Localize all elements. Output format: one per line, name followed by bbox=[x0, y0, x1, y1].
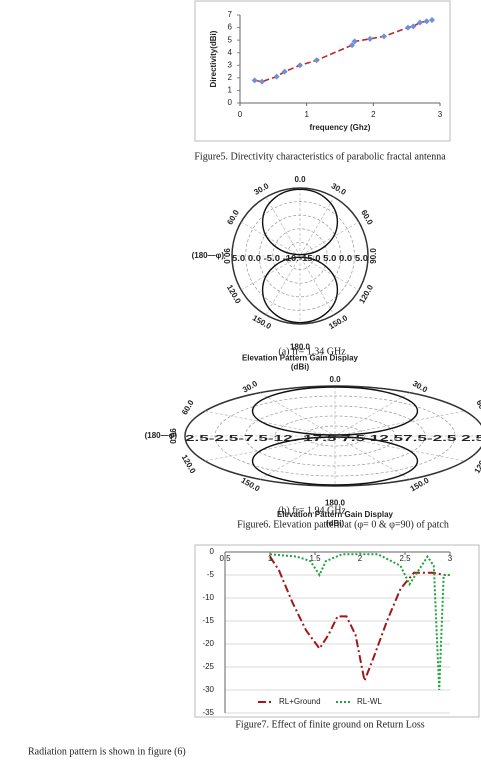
marker bbox=[429, 17, 435, 24]
subfigure-caption: (b) fr= 1.94 GHz bbox=[278, 505, 346, 516]
side-label: (180—φ) bbox=[145, 431, 178, 440]
marker bbox=[259, 78, 265, 85]
y-tick-label: 3 bbox=[228, 60, 233, 69]
pattern-lobe bbox=[261, 256, 339, 324]
x-tick-label: 2 bbox=[358, 554, 363, 563]
figure-frame bbox=[194, 544, 480, 718]
pattern-lobe bbox=[251, 386, 419, 436]
plot-unit: (dBi) bbox=[326, 519, 345, 528]
series-line bbox=[254, 19, 433, 83]
figure-caption: Figure7. Effect of finite ground on Retu… bbox=[235, 719, 424, 730]
angle-label: 150.0 bbox=[327, 313, 349, 331]
figure-caption: Figure5. Directivity characteristics of … bbox=[194, 151, 446, 162]
y-tick-label: -20 bbox=[202, 639, 214, 648]
angle-label-mirror: 90.0 bbox=[168, 428, 177, 444]
legend-label: RL+Ground bbox=[279, 697, 321, 706]
marker bbox=[410, 23, 417, 30]
angle-label-mirror: 120.0 bbox=[180, 453, 198, 475]
x-tick-label: 1 bbox=[304, 110, 309, 119]
y-tick-label: 6 bbox=[228, 23, 233, 32]
marker bbox=[281, 68, 288, 75]
angle-label: 30.0 bbox=[330, 181, 348, 197]
side-label: (180—φ) bbox=[192, 251, 225, 260]
angle-label: 180.0 bbox=[290, 343, 311, 352]
plot-title: Elevation Pattern Gain Display bbox=[242, 354, 359, 363]
y-tick-label: 4 bbox=[228, 48, 233, 57]
angle-label: 60.0 bbox=[359, 208, 375, 226]
x-tick-label: 0 bbox=[238, 110, 243, 119]
pattern-lobe bbox=[251, 436, 419, 486]
y-tick-label: 1 bbox=[228, 86, 233, 95]
marker bbox=[381, 33, 387, 40]
legend-label: RL-WL bbox=[357, 697, 382, 706]
angle-label-mirror: 30.0 bbox=[252, 181, 270, 197]
y-tick-label: 5 bbox=[228, 35, 233, 44]
angle-label: 150.0 bbox=[409, 475, 431, 493]
x-tick-label: 2.5 bbox=[399, 554, 411, 563]
scale-label: 5.0 0.0 -5.0 -10.-15.0 5.0 0.0 5.0 bbox=[232, 254, 369, 263]
angle-label-mirror: 150.0 bbox=[251, 313, 273, 331]
marker bbox=[273, 73, 280, 80]
y-tick-label: 2 bbox=[228, 73, 233, 82]
marker bbox=[367, 35, 373, 42]
angle-label: 120.0 bbox=[357, 283, 375, 305]
y-tick-label: -15 bbox=[202, 616, 214, 625]
pattern-lobe bbox=[261, 188, 339, 256]
y-tick-label: 0 bbox=[210, 547, 215, 556]
marker bbox=[313, 57, 320, 64]
marker bbox=[297, 62, 303, 69]
angle-label-mirror: 90.0 bbox=[222, 248, 231, 264]
angle-label-mirror: 30.0 bbox=[241, 379, 259, 395]
polar-spoke bbox=[265, 196, 335, 316]
body-text: Radiation pattern is shown in figure (6) bbox=[28, 746, 186, 757]
x-axis-label: frequency (Ghz) bbox=[310, 123, 371, 132]
angle-label: 60.0 bbox=[474, 399, 481, 417]
polar-plot: 0.00.030.030.060.060.090.090.0120.0120.0… bbox=[192, 175, 378, 372]
angle-label: 0.0 bbox=[294, 175, 306, 184]
marker bbox=[351, 38, 358, 45]
scale-label: 2.5-2.5-7.5-12.-17.5 7.5 12.57.5-2.5 2.5 bbox=[185, 434, 481, 443]
plot-unit: (dBi) bbox=[291, 363, 310, 372]
y-tick-label: -10 bbox=[202, 593, 214, 602]
x-tick-label: 3 bbox=[448, 554, 453, 563]
x-tick-label: 3 bbox=[438, 110, 443, 119]
figure-caption: Figure6. Elevation pattern at (φ= 0 & φ=… bbox=[237, 519, 449, 530]
marker bbox=[417, 19, 423, 26]
x-tick-label: 0.5 bbox=[219, 554, 231, 563]
angle-label: 90.0 bbox=[369, 248, 378, 264]
y-tick-label: -30 bbox=[202, 685, 214, 694]
marker bbox=[251, 77, 258, 84]
angle-label: 180.0 bbox=[325, 498, 346, 507]
x-tick-label: 2 bbox=[371, 110, 376, 119]
angle-label: 120.0 bbox=[473, 453, 481, 475]
marker bbox=[349, 42, 355, 49]
y-axis-label: Directivity(dBi) bbox=[209, 30, 218, 87]
y-tick-label: -35 bbox=[202, 708, 214, 717]
angle-label: 30.0 bbox=[411, 379, 429, 395]
y-tick-label: 7 bbox=[228, 10, 233, 19]
subfigure-caption: (a) fr= 1.34 GHz bbox=[278, 346, 346, 357]
polar-spoke bbox=[240, 221, 360, 291]
marker bbox=[405, 24, 411, 31]
angle-label: 0.0 bbox=[329, 375, 341, 384]
angle-label-mirror: 60.0 bbox=[225, 208, 241, 226]
marker bbox=[423, 18, 430, 25]
y-tick-label: -25 bbox=[202, 662, 214, 671]
plot-title: Elevation Pattern Gain Display bbox=[277, 510, 394, 519]
polar-spoke bbox=[259, 392, 411, 480]
y-tick-label: 0 bbox=[228, 98, 233, 107]
angle-label-mirror: 120.0 bbox=[225, 283, 243, 305]
y-tick-label: -5 bbox=[207, 570, 215, 579]
x-tick-label: 1.5 bbox=[309, 554, 321, 563]
figure-frame bbox=[194, 0, 451, 142]
angle-label-mirror: 60.0 bbox=[180, 398, 196, 416]
